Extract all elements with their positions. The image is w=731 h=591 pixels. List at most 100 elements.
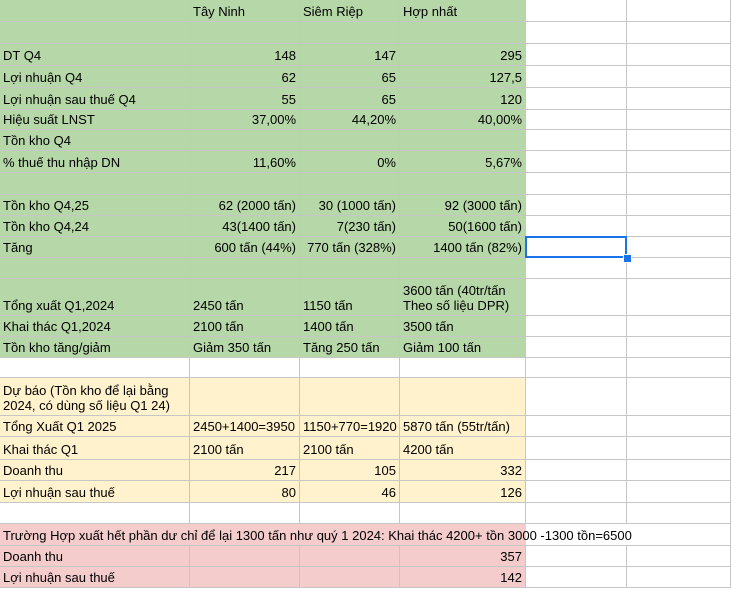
cell[interactable] [400, 378, 526, 416]
cell[interactable]: 40,00% [400, 110, 526, 130]
cell[interactable]: 332 [400, 460, 526, 481]
cell[interactable] [190, 378, 300, 416]
cell[interactable] [190, 173, 300, 195]
cell[interactable]: 5,67% [400, 151, 526, 173]
cell[interactable] [627, 378, 731, 416]
cell[interactable] [300, 258, 400, 279]
cell[interactable] [300, 378, 400, 416]
cell[interactable] [526, 66, 627, 88]
cell[interactable] [627, 66, 731, 88]
cell[interactable] [627, 358, 731, 378]
cell[interactable] [526, 173, 627, 195]
cell[interactable] [627, 0, 731, 22]
cell[interactable] [400, 358, 526, 378]
cell[interactable] [627, 567, 731, 588]
cell[interactable] [190, 567, 300, 588]
cell[interactable]: 1400 tấn [300, 316, 400, 337]
cell[interactable]: 4200 tấn [400, 437, 526, 460]
cell[interactable]: 2100 tấn [190, 316, 300, 337]
cell[interactable] [400, 130, 526, 151]
cell[interactable] [526, 44, 627, 66]
cell[interactable] [526, 195, 627, 216]
cell[interactable] [0, 258, 190, 279]
cell[interactable]: 65 [300, 66, 400, 88]
cell[interactable]: Giảm 350 tấn [190, 337, 300, 358]
cell[interactable] [627, 503, 731, 524]
cell[interactable]: Tồn kho Q4,24 [0, 216, 190, 237]
cell[interactable] [190, 546, 300, 567]
cell[interactable]: Trường Hợp xuất hết phần dư chỉ để lại 1… [0, 524, 632, 546]
cell[interactable]: 770 tấn (328%) [300, 237, 400, 258]
cell[interactable]: Tăng 250 tấn [300, 337, 400, 358]
cell[interactable]: 1400 tấn (82%) [400, 237, 526, 258]
cell[interactable]: 62 (2000 tấn) [190, 195, 300, 216]
cell[interactable] [526, 258, 627, 279]
cell[interactable]: 11,60% [190, 151, 300, 173]
cell[interactable]: 2100 tấn [190, 437, 300, 460]
cell[interactable] [526, 279, 627, 316]
cell[interactable] [526, 151, 627, 173]
cell[interactable]: Tây Ninh [190, 0, 300, 22]
cell[interactable] [190, 258, 300, 279]
cell[interactable]: Doanh thu [0, 460, 190, 481]
cell[interactable]: 600 tấn (44%) [190, 237, 300, 258]
cell[interactable]: 55 [190, 88, 300, 110]
cell[interactable]: 80 [190, 481, 300, 503]
cell[interactable] [0, 173, 190, 195]
cell[interactable] [627, 524, 731, 546]
cell[interactable]: 148 [190, 44, 300, 66]
cell[interactable]: 2100 tấn [300, 437, 400, 460]
cell[interactable] [300, 130, 400, 151]
cell[interactable]: Tồn kho tăng/giảm [0, 337, 190, 358]
cell[interactable] [526, 524, 627, 546]
cell[interactable] [300, 524, 400, 546]
cell[interactable] [526, 337, 627, 358]
cell[interactable] [0, 503, 190, 524]
cell[interactable] [627, 88, 731, 110]
cell[interactable] [300, 22, 400, 44]
cell[interactable] [526, 378, 627, 416]
cell[interactable]: 46 [300, 481, 400, 503]
cell[interactable] [526, 88, 627, 110]
cell[interactable]: Doanh thu [0, 546, 190, 567]
cell[interactable]: 37,00% [190, 110, 300, 130]
cell[interactable] [526, 567, 627, 588]
selected-cell[interactable] [525, 236, 627, 258]
cell[interactable] [0, 0, 190, 22]
cell[interactable] [190, 524, 300, 546]
cell[interactable]: 2450 tấn [190, 279, 300, 316]
cell[interactable]: Siêm Riệp [300, 0, 400, 22]
cell[interactable]: Khai thác Q1 [0, 437, 190, 460]
cell[interactable]: 43(1400 tấn) [190, 216, 300, 237]
cell[interactable] [526, 316, 627, 337]
cell[interactable]: Tăng [0, 237, 190, 258]
cell[interactable] [190, 503, 300, 524]
cell[interactable]: Lợi nhuận sau thuế Q4 [0, 88, 190, 110]
cell[interactable]: 62 [190, 66, 300, 88]
cell[interactable]: Khai thác Q1,2024 [0, 316, 190, 337]
cell[interactable] [526, 22, 627, 44]
cell[interactable] [627, 237, 731, 258]
cell[interactable] [0, 22, 190, 44]
cell[interactable]: 65 [300, 88, 400, 110]
cell[interactable]: Hiệu suất LNST [0, 110, 190, 130]
cell[interactable] [400, 524, 526, 546]
cell[interactable] [400, 503, 526, 524]
cell[interactable] [526, 216, 627, 237]
cell[interactable] [190, 358, 300, 378]
cell[interactable]: 126 [400, 481, 526, 503]
cell[interactable]: 127,5 [400, 66, 526, 88]
cell[interactable]: 92 (3000 tấn) [400, 195, 526, 216]
cell[interactable] [627, 437, 731, 460]
cell[interactable] [627, 130, 731, 151]
cell[interactable] [300, 358, 400, 378]
cell[interactable] [627, 337, 731, 358]
cell[interactable] [627, 44, 731, 66]
cell[interactable]: 44,20% [300, 110, 400, 130]
cell[interactable] [627, 481, 731, 503]
cell[interactable] [526, 0, 627, 22]
cell[interactable] [526, 358, 627, 378]
cell[interactable] [300, 567, 400, 588]
cell[interactable]: 217 [190, 460, 300, 481]
cell[interactable]: 3500 tấn [400, 316, 526, 337]
